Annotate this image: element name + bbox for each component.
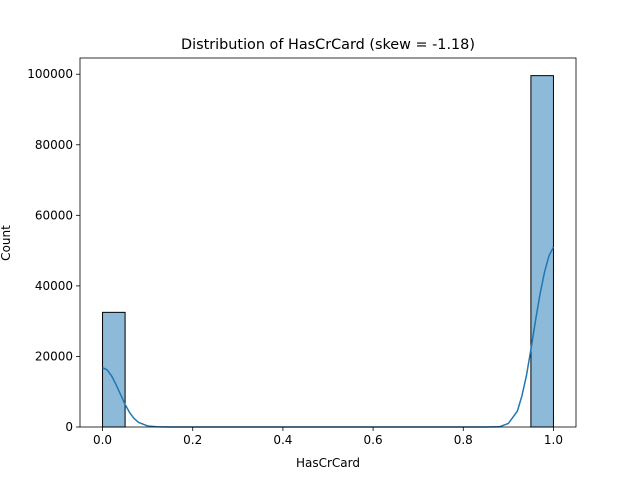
histogram-bar-1	[530, 75, 554, 428]
y-axis-ticks: 0 20000 40000 60000 80000 100000	[27, 67, 80, 434]
kde-curve	[102, 246, 555, 428]
y-tick-label: 100000	[27, 67, 73, 81]
histogram-bars	[102, 75, 554, 428]
x-tick-label: 0.8	[454, 433, 473, 447]
x-tick-label: 0.4	[273, 433, 292, 447]
chart-title: Distribution of HasCrCard (skew = -1.18)	[181, 37, 475, 53]
y-tick-label: 80000	[35, 138, 73, 152]
x-tick-label: 1.0	[544, 433, 563, 447]
y-tick-label: 40000	[35, 279, 73, 293]
x-axis-ticks: 0.0 0.2 0.4 0.6 0.8 1.0	[93, 427, 563, 447]
y-axis-label: Count	[0, 225, 13, 261]
x-tick-label: 0.2	[183, 433, 202, 447]
axes	[79, 57, 577, 428]
kde-curve-layer	[102, 246, 555, 428]
x-tick-label: 0.6	[364, 433, 383, 447]
y-tick-label: 60000	[35, 208, 73, 222]
y-tick-label: 0	[65, 420, 73, 434]
x-axis-label: HasCrCard	[296, 456, 360, 470]
y-tick-label: 20000	[35, 349, 73, 363]
x-tick-label: 0.0	[93, 433, 112, 447]
plot-frame	[79, 57, 577, 428]
